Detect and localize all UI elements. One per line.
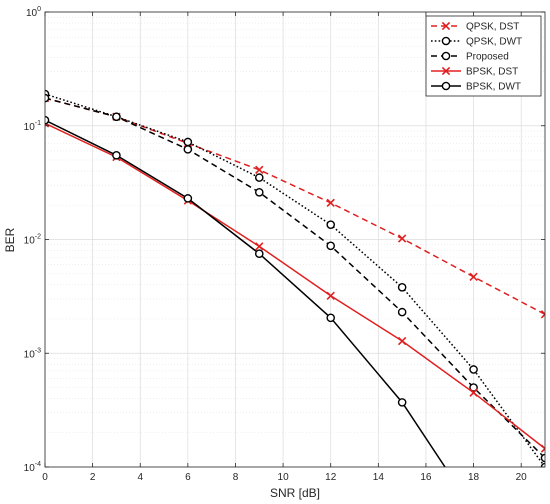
data-point [469,365,478,374]
data-point [255,242,264,251]
legend-entry: BPSK, DWT [431,82,521,93]
data-point [326,220,336,229]
data-point [540,453,545,463]
x-tick-label: 16 [420,472,432,483]
minor-grid [45,16,545,434]
legend-entry: Proposed [431,52,509,63]
x-tick-label: 2 [90,472,96,483]
data-point [540,444,545,453]
data-point [326,291,335,300]
legend-entry: BPSK, DST [431,67,518,78]
series-proposed [45,93,545,463]
legend: QPSK, DST QPSK, DWT Proposed BPSK, DST BPSK,… [425,15,542,97]
data-point [397,336,407,346]
legend-label: BPSK, DST [466,67,518,78]
y-tick-label: 10-3 [24,347,41,360]
data-point [397,398,407,407]
data-point [254,173,264,182]
x-axis-title: SNR [dB] [270,486,320,500]
data-point [326,241,336,251]
legend-marker [441,36,451,46]
data-point [183,194,193,203]
x-tick-label: 18 [468,472,480,483]
series-line [45,97,545,315]
data-point [397,234,407,243]
x-tick-label: 14 [373,472,385,483]
legend-marker [441,81,451,91]
data-point [397,307,407,317]
data-point [183,137,193,147]
legend-label: QPSK, DWT [466,37,522,48]
data-point [254,249,264,259]
data-point [254,187,264,197]
series-line [45,93,545,467]
data-point [183,145,193,154]
data-point [469,383,478,392]
legend-label: QPSK, DST [466,22,519,33]
y-tick-label: 100 [26,6,41,19]
data-point [255,165,264,174]
y-axis: 10-4 10-3 10-2 10-1 100 [24,6,545,474]
series-layer [45,89,545,467]
x-tick-label: 10 [278,472,290,483]
legend-label: Proposed [466,52,509,63]
data-point [112,150,121,160]
y-axis-title: BER [3,227,17,252]
legend-marker [441,21,451,31]
y-tick-label: 10-1 [24,120,41,133]
series-line [45,122,545,450]
legend-marker [441,66,451,76]
x-tick-label: 4 [137,472,143,483]
x-tick-label: 8 [233,472,239,483]
x-axis: 0 2 4 6 8 10 12 14 16 18 20 [42,12,527,483]
series-bpsk-dwt [45,115,446,467]
legend-entry: QPSK, DWT [431,37,522,48]
data-point [397,282,407,292]
legend-label: BPSK, DWT [466,82,521,93]
x-tick-label: 0 [42,472,48,483]
x-tick-label: 6 [185,472,191,483]
x-tick-label: 12 [325,472,337,483]
legend-entry: QPSK, DST [431,22,519,33]
legend-marker [441,51,451,61]
y-tick-label: 10-4 [24,461,41,474]
data-point [326,313,336,323]
data-point [469,388,478,397]
series-line [45,97,545,459]
y-tick-label: 10-2 [24,234,41,247]
data-point [540,310,545,319]
data-point [326,198,335,208]
x-tick-label: 20 [516,472,528,483]
data-point [112,112,121,122]
data-point [469,272,478,281]
